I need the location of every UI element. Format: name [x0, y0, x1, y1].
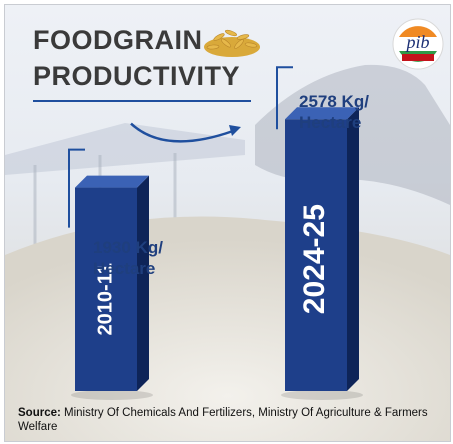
bracket-2010-11: [68, 148, 85, 228]
annotation-2010-11: 1930 Kg/ Hectare: [93, 237, 163, 279]
growth-arrow: [130, 122, 234, 143]
bracket-2024-25: [276, 66, 293, 130]
annotation-2010-11-unit: Hectare: [93, 259, 156, 278]
bar-2024-25: [285, 119, 347, 391]
bar-side-2024-25: [347, 107, 359, 391]
pib-logo: pib: [392, 18, 444, 70]
annotation-2010-11-value: 1930 Kg/: [93, 238, 163, 257]
bar-chart: 2010-11 2024-25: [68, 66, 363, 400]
bar-2010-11: [75, 187, 137, 391]
bar-label-2010-11: 2010-11: [94, 263, 116, 335]
title-line-2: PRODUCTIVITY: [33, 61, 241, 91]
bar-label-2024-25: 2024-25: [298, 204, 331, 314]
bar-shadow-2024-25: [281, 390, 363, 400]
svg-text:pib: pib: [404, 32, 429, 52]
title-line-1: FOODGRAIN: [33, 25, 203, 55]
annotation-2024-25-value: 2578 Kg/: [299, 92, 369, 111]
title-underline: [33, 100, 251, 102]
bar-top-2010-11: [75, 175, 149, 188]
source-label: Source:: [18, 407, 61, 419]
infographic-frame: FOODGRAIN PRODUCTIVITY pib 2010-11 2024-2…: [4, 4, 451, 442]
annotation-2024-25-unit: Hectare: [299, 113, 362, 132]
rice-grain-icon: [204, 29, 260, 57]
growth-arrow-head: [229, 125, 241, 136]
bar-side-2010-11: [137, 175, 149, 391]
bar-shadow-2010-11: [71, 390, 153, 400]
annotation-2024-25: 2578 Kg/ Hectare: [299, 91, 369, 133]
source-text: Ministry Of Chemicals And Fertilizers, M…: [18, 407, 428, 433]
bar-top-2024-25: [285, 107, 359, 120]
source-note: Source: Ministry Of Chemicals And Fertil…: [18, 406, 438, 434]
